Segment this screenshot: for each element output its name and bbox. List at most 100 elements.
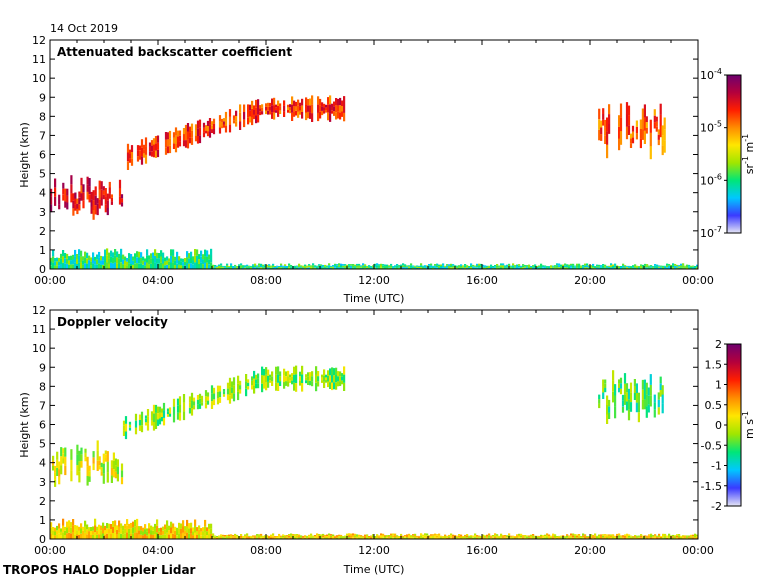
heatmap-cell — [108, 258, 111, 264]
heatmap-cell — [150, 263, 153, 269]
heatmap-cell — [192, 256, 195, 261]
heatmap-cell — [239, 121, 242, 130]
heatmap-cell — [269, 110, 272, 115]
heatmap-cell — [490, 266, 493, 268]
heatmap-cell — [218, 537, 221, 539]
heatmap-cell — [92, 257, 95, 264]
heatmap-cell — [366, 535, 369, 538]
heatmap-cell — [394, 267, 397, 269]
heatmap-cell — [694, 537, 697, 539]
heatmap-cell — [594, 537, 597, 539]
heatmap-cell — [312, 535, 315, 537]
heatmap-cell — [308, 537, 311, 539]
heatmap-cell — [156, 142, 160, 150]
heatmap-cell — [178, 522, 181, 529]
heatmap-cell — [392, 533, 395, 536]
heatmap-cell — [396, 265, 399, 268]
heatmap-cell — [331, 374, 334, 383]
heatmap-cell — [343, 104, 346, 113]
heatmap-cell — [190, 123, 194, 131]
heatmap-cell — [662, 267, 665, 269]
heatmap-cell — [262, 537, 265, 539]
heatmap-cell — [456, 537, 459, 539]
colorbar-tick-label: 2 — [715, 338, 722, 351]
heatmap-cell — [182, 262, 185, 266]
heatmap-cell — [276, 267, 279, 269]
doppler-heatmap — [50, 365, 698, 539]
heatmap-cell — [136, 257, 139, 264]
heatmap-cell — [104, 534, 107, 539]
heatmap-cell — [184, 124, 188, 133]
heatmap-cell — [464, 536, 467, 538]
heatmap-cell — [198, 534, 201, 539]
heatmap-cell — [257, 99, 260, 107]
heatmap-cell — [252, 267, 255, 269]
heatmap-cell — [548, 537, 551, 539]
heatmap-cell — [528, 267, 531, 269]
heatmap-cell — [204, 526, 207, 533]
heatmap-cell — [98, 534, 101, 539]
heatmap-cell — [78, 461, 81, 472]
heatmap-cell — [100, 530, 103, 535]
heatmap-cell — [546, 267, 549, 269]
heatmap-cell — [410, 265, 413, 268]
heatmap-cell — [192, 264, 195, 269]
heatmap-cell — [72, 532, 75, 539]
heatmap-cell — [150, 145, 154, 152]
heatmap-cell — [524, 266, 527, 268]
heatmap-cell — [122, 534, 125, 539]
heatmap-cell — [538, 265, 541, 267]
colorbar-tick-label: -1 — [711, 460, 722, 473]
heatmap-cell — [244, 267, 247, 269]
heatmap-cell — [54, 465, 57, 473]
heatmap-cell — [264, 535, 267, 537]
heatmap-cell — [76, 530, 79, 535]
heatmap-cell — [598, 537, 601, 539]
heatmap-cell — [58, 523, 61, 529]
heatmap-cell — [226, 534, 229, 537]
heatmap-cell — [330, 535, 333, 538]
heatmap-cell — [420, 533, 423, 536]
heatmap-cell — [54, 196, 57, 206]
heatmap-cell — [382, 267, 385, 269]
heatmap-cell — [492, 536, 495, 538]
heatmap-cell — [162, 263, 165, 269]
heatmap-cell — [327, 112, 330, 121]
heatmap-cell — [386, 536, 389, 538]
heatmap-cell — [76, 465, 79, 476]
heatmap-cell — [54, 535, 57, 539]
heatmap-cell — [618, 138, 621, 151]
heatmap-cell — [206, 262, 209, 269]
heatmap-cell — [653, 409, 656, 418]
heatmap-cell — [324, 537, 327, 539]
heatmap-cell — [550, 536, 553, 538]
heatmap-cell — [690, 267, 693, 269]
heatmap-cell — [307, 376, 310, 381]
heatmap-cell — [126, 258, 129, 262]
heatmap-cell — [329, 95, 332, 105]
heatmap-cell — [104, 204, 107, 213]
heatmap-cell — [128, 149, 132, 154]
heatmap-cell — [638, 267, 641, 269]
heatmap-cell — [352, 537, 355, 539]
heatmap-cell — [190, 408, 194, 416]
heatmap-cell — [164, 265, 167, 269]
heatmap-cell — [307, 380, 310, 385]
heatmap-cell — [166, 532, 169, 539]
heatmap-cell — [98, 180, 101, 190]
heatmap-cell — [286, 266, 289, 267]
heatmap-cell — [524, 535, 527, 537]
heatmap-cell — [468, 267, 471, 268]
heatmap-cell — [239, 389, 242, 394]
heatmap-cell — [228, 537, 231, 539]
colorbar-tick-label: 10-6 — [700, 172, 722, 187]
heatmap-cell — [606, 405, 609, 415]
heatmap-cell — [140, 263, 143, 269]
heatmap-cell — [661, 135, 664, 146]
heatmap-cell — [660, 536, 663, 538]
heatmap-cell — [516, 267, 519, 269]
heatmap-cell — [58, 461, 61, 470]
heatmap-cell — [70, 255, 73, 261]
heatmap-cell — [186, 257, 189, 264]
